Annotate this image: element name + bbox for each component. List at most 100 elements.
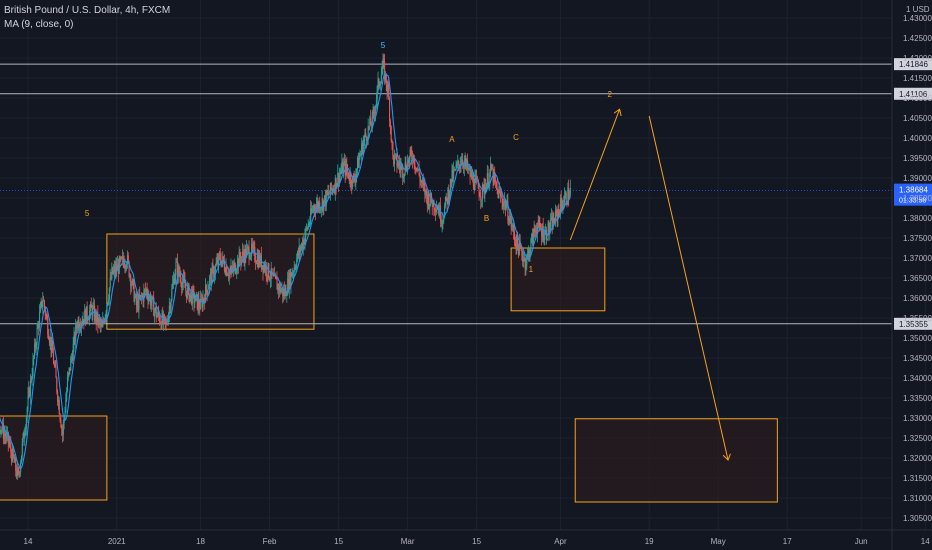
candle-body: [560, 198, 562, 205]
candle-body: [393, 155, 395, 165]
candle-body: [338, 173, 340, 184]
candle-body: [209, 277, 211, 287]
candle-body: [335, 177, 337, 189]
candle-body: [165, 322, 167, 323]
candle-body: [96, 312, 98, 323]
candle-body: [111, 267, 113, 279]
candle-body: [45, 315, 47, 317]
candle-body: [307, 224, 309, 229]
candle-body: [341, 162, 343, 171]
candle-body: [371, 112, 373, 126]
candle-body: [489, 172, 491, 183]
candle-body: [119, 257, 121, 261]
candle-body: [363, 138, 365, 143]
candle-body: [159, 322, 161, 324]
candle-body: [495, 181, 497, 189]
symbol-title[interactable]: British Pound / U.S. Dollar, 4h, FXCM: [4, 5, 171, 16]
candle-body: [102, 320, 104, 327]
candle-body: [25, 428, 27, 434]
candle-body: [407, 160, 410, 164]
candle-body: [532, 228, 534, 245]
candle-body: [21, 442, 23, 456]
candle-body: [550, 216, 553, 220]
candle-body: [138, 294, 140, 311]
candle-body: [134, 296, 136, 302]
candle-body: [252, 246, 254, 249]
price-tick-label: 1.39500: [903, 154, 932, 163]
candle-body: [126, 255, 129, 265]
price-tick-label: 1.35500: [903, 314, 932, 323]
candle-body: [543, 239, 545, 241]
candle-body: [283, 289, 285, 297]
candle-body: [82, 319, 84, 323]
candle-body: [306, 227, 308, 229]
candle-body: [160, 323, 162, 328]
indicator-label[interactable]: MA (9, close, 0): [4, 19, 74, 30]
candle-body: [510, 216, 512, 227]
candle-body: [29, 388, 31, 397]
current-price-label: 1.38684: [899, 186, 928, 195]
candle-body: [422, 180, 424, 184]
price-axis[interactable]: 1.43000 1.42500 1.42000 1.41500 1.41000 1.405…: [891, 0, 932, 550]
candle-body: [550, 219, 552, 228]
candle-body: [444, 206, 446, 218]
candle-body: [85, 306, 87, 324]
candle-body: [263, 264, 265, 272]
candle-body: [361, 143, 363, 153]
candle-body: [259, 255, 261, 265]
candle-body: [454, 168, 456, 170]
candle-body: [348, 177, 350, 181]
candle-body: [36, 328, 38, 345]
zone-box: [0, 415, 108, 501]
candle-body: [222, 256, 224, 261]
candle-body: [497, 189, 499, 199]
candle-body: [5, 436, 7, 439]
candle-body: [482, 184, 484, 186]
candle-body: [73, 334, 75, 344]
candle-body: [516, 235, 518, 250]
candle-body: [123, 262, 125, 268]
candle-body: [298, 246, 300, 256]
wave-label: 5: [85, 209, 90, 218]
candle-body: [530, 239, 532, 251]
candle-body: [244, 248, 246, 263]
candle-body: [547, 222, 549, 240]
candle-body: [368, 126, 370, 128]
price-tick-label: 1.37000: [903, 254, 932, 263]
candle-body: [52, 352, 55, 364]
candle-body: [223, 261, 225, 271]
candle-body: [403, 176, 405, 178]
candle-body: [232, 265, 235, 271]
time-tick-label: Feb: [263, 537, 277, 546]
candle-body: [175, 262, 177, 276]
candle-body: [95, 311, 97, 323]
candle-body: [196, 294, 198, 310]
candle-body: [201, 299, 203, 308]
candle-body: [421, 180, 423, 183]
candle-body: [441, 221, 443, 224]
candle-body: [362, 142, 364, 154]
candle-body: [379, 84, 381, 87]
candle-body: [411, 152, 413, 159]
candle-body: [147, 295, 149, 301]
price-tick-label: 1.36500: [903, 274, 932, 283]
candle-body: [221, 260, 223, 266]
candle-body: [281, 288, 283, 291]
candle-body: [469, 167, 471, 177]
candle-body: [104, 315, 106, 322]
time-tick-label: 19: [645, 537, 654, 546]
candle-body: [527, 252, 529, 256]
time-axis[interactable]: 14 2021 18 Feb 15 Mar 15 Apr 19 May 17 Jun 14: [0, 529, 932, 546]
candle-body: [310, 208, 313, 213]
candle-body: [176, 261, 178, 263]
candle-body: [93, 305, 95, 308]
candle-body: [88, 319, 90, 321]
candle-body: [264, 265, 267, 271]
candle-body: [536, 231, 538, 235]
candle-body: [493, 172, 495, 183]
candle-body: [332, 188, 334, 192]
candle-body: [287, 278, 290, 291]
candle-body: [296, 258, 298, 268]
candle-body: [140, 295, 142, 298]
